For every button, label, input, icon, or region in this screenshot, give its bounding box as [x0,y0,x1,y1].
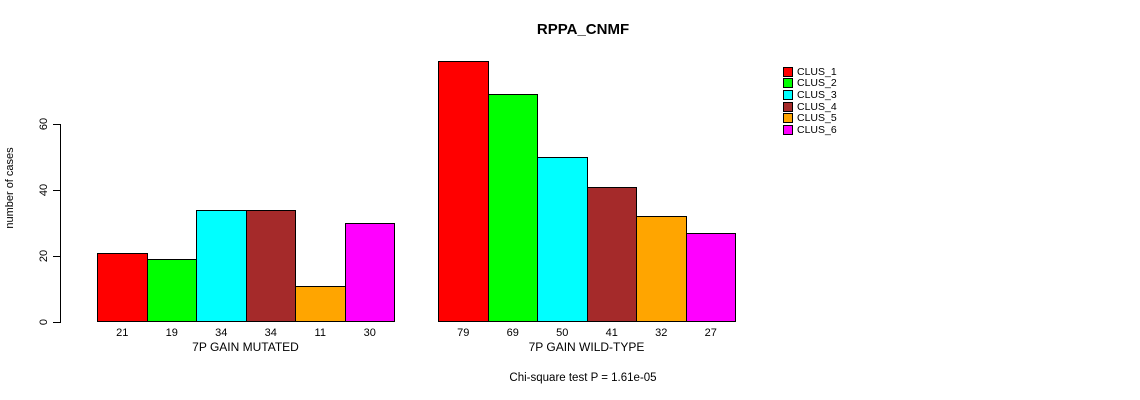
legend-swatch-icon [783,78,793,89]
bar-clus_1 [438,61,489,322]
legend-item-clus_1: CLUS_1 [783,66,837,78]
legend-swatch-icon [783,89,793,100]
bar-value-label: 34 [215,327,228,339]
chart-title: RPPA_CNMF [536,21,630,38]
bar-value-label: 79 [457,327,470,339]
bar-clus_2 [487,94,538,322]
legend-swatch-icon [783,66,793,77]
legend-item-clus_4: CLUS_4 [783,101,837,113]
bar-value-label: 32 [655,327,668,339]
y-tick-label: 40 [38,183,50,197]
legend-label: CLUS_5 [797,112,837,125]
legend-label: CLUS_3 [797,88,837,101]
bar-clus_2 [146,259,197,322]
bar-value-label: 11 [314,327,326,339]
group-label: 7P GAIN MUTATED [192,340,299,354]
legend-label: CLUS_1 [797,65,837,78]
y-tick [53,256,61,257]
bar-clus_4 [245,209,296,322]
legend-label: CLUS_4 [797,100,837,113]
bar-value-label: 21 [116,327,129,339]
chi-square-annotation: Chi-square test P = 1.61e-05 [509,372,657,384]
y-axis-line [60,124,61,323]
y-axis-label: number of cases [4,147,16,229]
bar-value-label: 34 [264,327,277,339]
bar-clus_5 [636,216,687,322]
legend-label: CLUS_6 [797,123,837,136]
bar-clus_1 [97,252,148,322]
y-tick [53,190,61,191]
y-tick-label: 0 [38,318,50,326]
legend-item-clus_6: CLUS_6 [783,124,837,136]
legend-item-clus_2: CLUS_2 [783,77,837,90]
legend-swatch-icon [783,124,793,135]
legend-swatch-icon [783,101,793,112]
bar-clus_4 [586,186,637,322]
bar-clus_6 [685,232,736,322]
bar-value-label: 50 [556,327,569,339]
bar-value-label: 19 [165,327,178,339]
bar-clus_5 [295,285,346,322]
bar-value-label: 69 [506,327,519,339]
bar-value-label: 30 [363,327,376,339]
legend-item-clus_5: CLUS_5 [783,112,837,124]
legend-item-clus_3: CLUS_3 [783,89,837,101]
y-tick-label: 20 [38,249,50,263]
y-tick [53,124,61,125]
legend-swatch-icon [783,113,793,124]
bar-value-label: 27 [704,327,717,339]
group-label: 7P GAIN WILD-TYPE [528,340,645,354]
legend: CLUS_1 CLUS_2 CLUS_3 CLUS_4 CLUS_5 CLUS_6 [783,66,837,136]
bar-value-label: 41 [605,327,618,339]
bar-clus_3 [196,209,247,322]
y-tick [53,322,61,323]
legend-label: CLUS_2 [797,77,837,90]
bar-clus_6 [344,223,395,322]
y-tick-label: 60 [38,117,50,131]
bar-clus_3 [537,157,588,322]
